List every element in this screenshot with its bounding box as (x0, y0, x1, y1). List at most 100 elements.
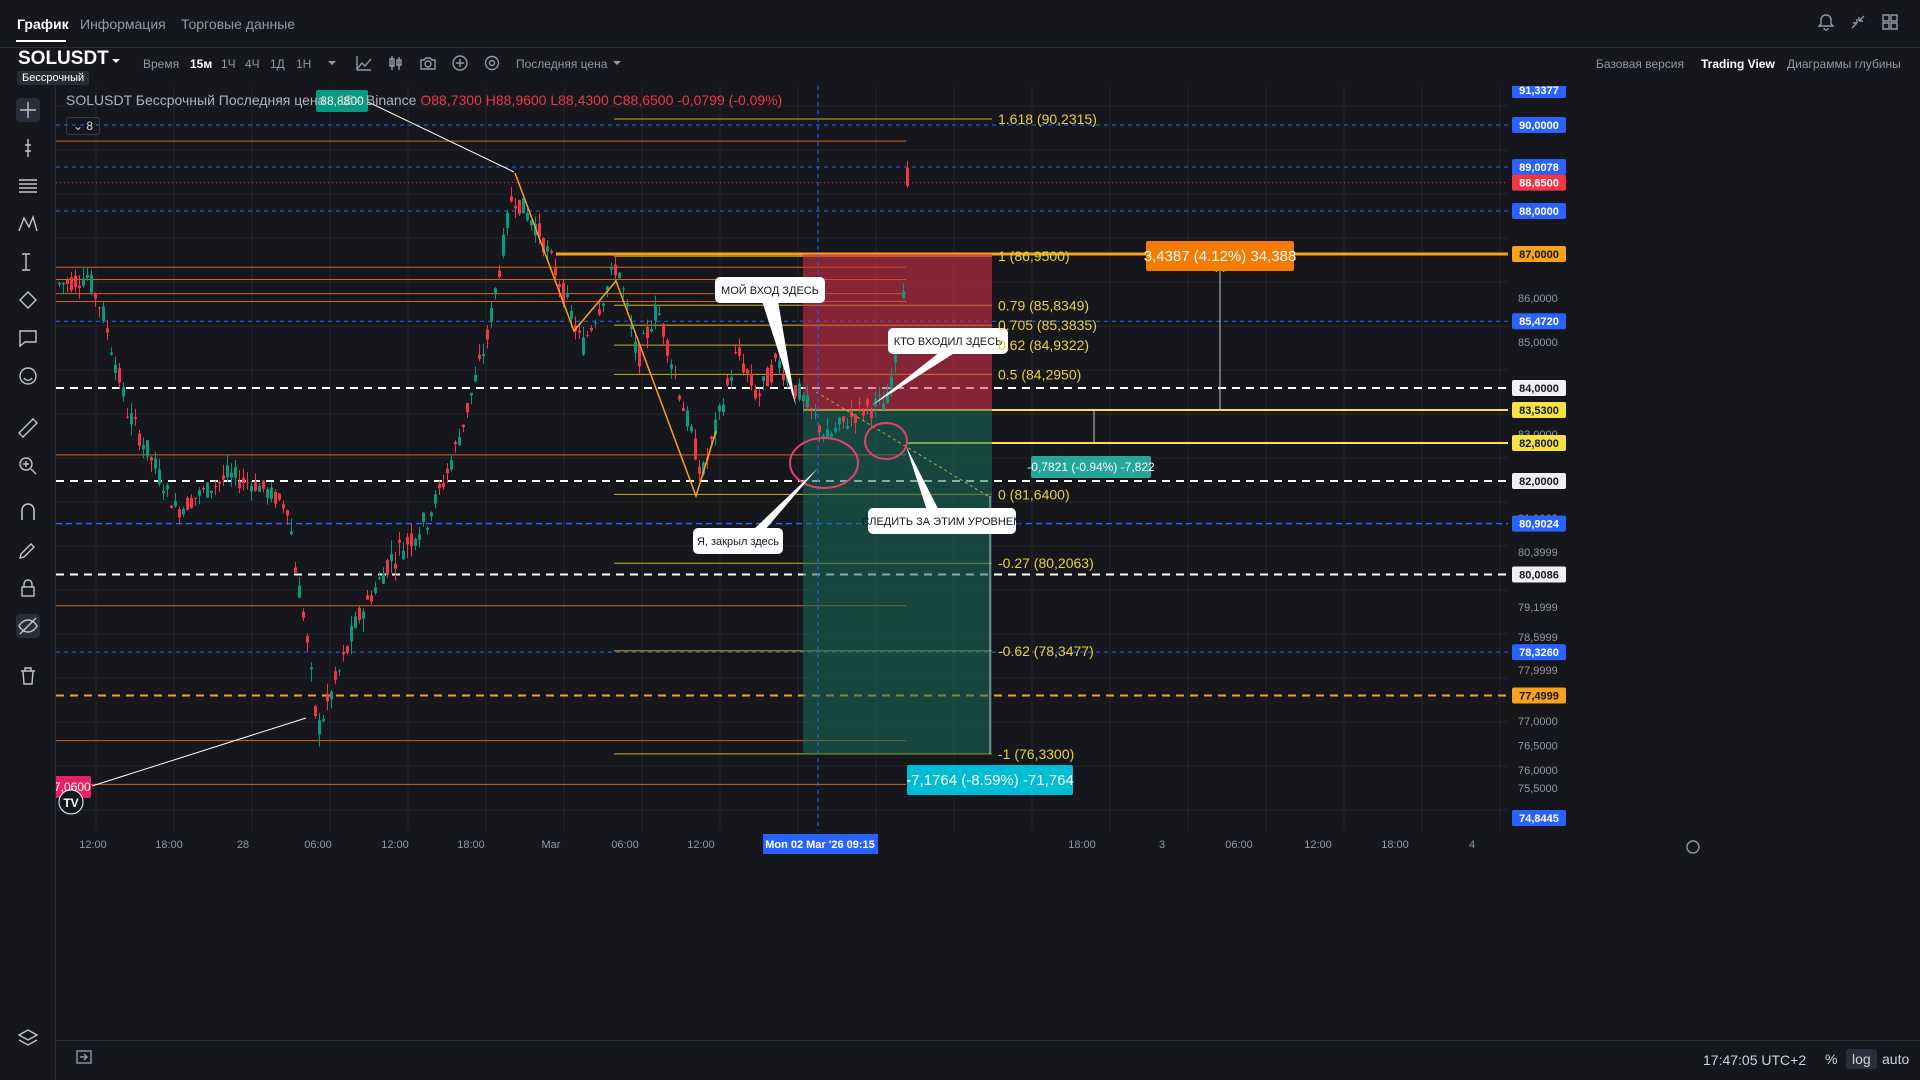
lock-icon[interactable] (16, 576, 40, 600)
candle-body (466, 403, 469, 413)
magnet-icon[interactable] (16, 500, 40, 524)
price-tag: 82,0000 (1519, 476, 1559, 488)
candle-body (518, 199, 521, 215)
symbol-selector[interactable]: SOLUSDT (18, 48, 109, 69)
price-tag: 80,9024 (1519, 519, 1560, 531)
candle-body (782, 374, 785, 381)
crosshair-icon[interactable] (16, 98, 40, 122)
candle-body (854, 414, 857, 423)
layers-icon[interactable] (16, 1026, 40, 1050)
candle-body (878, 395, 881, 397)
candle-body (174, 500, 177, 507)
price-tag-box (1512, 687, 1566, 704)
candle-body (566, 293, 569, 297)
tab-trading-data[interactable]: Торговые данные (181, 16, 296, 32)
candle-body (134, 417, 137, 419)
goto-date-icon[interactable] (74, 1047, 94, 1067)
auto-scale-toggle[interactable]: auto (1882, 1051, 1910, 1067)
measure-icon[interactable] (16, 250, 40, 274)
chart-grid (56, 86, 1508, 831)
price-tag: 74,8445 (1519, 813, 1559, 825)
interval-1d[interactable]: 1Д (270, 57, 285, 71)
abcd-pattern-line (514, 172, 717, 499)
candle-body (186, 497, 189, 510)
collapse-icon[interactable] (1848, 12, 1868, 32)
candle-body (550, 251, 553, 253)
interval-15m[interactable]: 15м (190, 57, 213, 71)
candle-body (342, 651, 345, 655)
view-basic[interactable]: Базовая версия (1596, 57, 1684, 71)
price-chart[interactable]: МОЙ ВХОД ЗДЕСЬ КТО ВХОДИЛ ЗДЕСЬ СЛЕДИТЬ ЗА… (56, 86, 1850, 1040)
shapes-icon[interactable] (16, 288, 40, 312)
candle-body (434, 494, 437, 504)
emoji-icon[interactable] (16, 364, 40, 388)
candle-body (610, 267, 613, 270)
clock-timezone[interactable]: 17:47:05 UTC+2 (1703, 1052, 1807, 1068)
fib-level-label: 0.62 (84,9322) (998, 337, 1089, 353)
callout-entry: МОЙ ВХОД ЗДЕСЬ (715, 277, 825, 406)
comment-icon[interactable] (16, 326, 40, 350)
tab-chart[interactable]: График (17, 16, 69, 32)
candle-body (462, 424, 465, 428)
price-axis-tick: 77,0000 (1518, 716, 1558, 728)
trend-line-icon[interactable] (16, 136, 40, 160)
candle-body (98, 307, 101, 309)
price-tag-box (1512, 473, 1566, 489)
candle-body (806, 395, 809, 408)
candle-type-icon[interactable] (387, 54, 405, 72)
candle-body (66, 279, 69, 284)
pencil-lock-icon[interactable] (16, 538, 40, 562)
profit-badge: 3,4387 (4.12%) 34,388 (1144, 241, 1296, 271)
price-type-selector[interactable]: Последняя цена (516, 57, 608, 71)
candle-body (382, 573, 385, 584)
candle-body (302, 611, 305, 618)
candle-body (730, 377, 733, 381)
candle-body (582, 337, 585, 355)
camera-icon[interactable] (419, 54, 437, 72)
bell-icon[interactable] (1816, 12, 1836, 32)
candle-body (906, 167, 909, 186)
percent-scale-toggle[interactable]: % (1825, 1051, 1838, 1067)
candle-body (638, 343, 641, 367)
candle-body (542, 237, 545, 253)
candle-body (154, 458, 157, 469)
hide-drawings-icon[interactable] (16, 614, 40, 638)
view-depth[interactable]: Диаграммы глубины (1787, 57, 1901, 71)
price-tag: 88,6500 (1519, 178, 1559, 190)
chevron-down-icon[interactable] (608, 54, 626, 72)
interval-1w[interactable]: 1Н (296, 57, 312, 71)
candle-body (846, 425, 849, 429)
candle-body (662, 324, 665, 337)
candle-body (182, 508, 185, 515)
trash-icon[interactable] (16, 664, 40, 688)
indicators-icon[interactable] (355, 54, 373, 72)
pattern-icon[interactable] (16, 212, 40, 236)
view-tradingview[interactable]: Trading View (1701, 57, 1775, 71)
settings-icon[interactable] (483, 54, 501, 72)
time-axis-tick: 12:00 (687, 839, 715, 851)
zoom-in-icon[interactable] (16, 454, 40, 478)
price-tag: 87,0000 (1519, 249, 1559, 261)
log-scale-toggle[interactable]: log (1846, 1049, 1877, 1069)
time-axis-tick: 3 (1159, 839, 1165, 851)
time-axis-bg (56, 831, 1850, 861)
bottom-bar (56, 1040, 1920, 1080)
price-axis-tick: 75,5000 (1518, 783, 1558, 795)
candle-body (902, 290, 905, 299)
indicators-toggle[interactable]: ⌄ 8 (66, 117, 101, 135)
add-circle-icon[interactable] (451, 54, 469, 72)
interval-4h[interactable]: 4Ч (245, 57, 260, 71)
interval-1h[interactable]: 1Ч (221, 57, 236, 71)
callout-box (693, 528, 783, 554)
candle-body (202, 488, 205, 490)
horizontal-lines-icon[interactable] (16, 174, 40, 198)
ruler-icon[interactable] (16, 416, 40, 440)
chevron-down-icon[interactable] (111, 57, 121, 65)
time-axis-tick: 28 (237, 839, 249, 851)
tab-info[interactable]: Информация (80, 16, 166, 32)
layout-grid-icon[interactable] (1880, 12, 1900, 32)
candle-body (722, 404, 725, 413)
price-axis-tick: 78,5999 (1518, 632, 1558, 644)
interval-dropdown-icon[interactable] (323, 54, 341, 72)
candle-body (106, 328, 109, 333)
